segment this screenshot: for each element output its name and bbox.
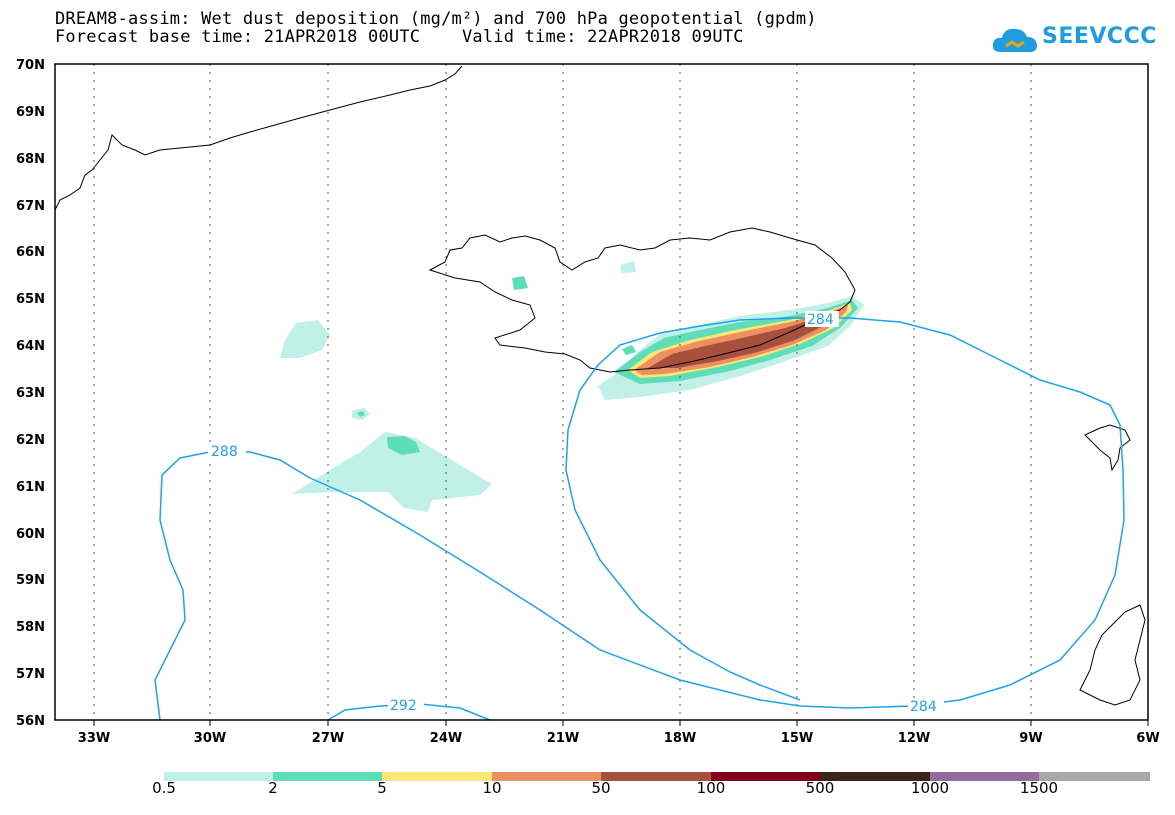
lat-label: 60N: [16, 527, 45, 542]
map-frame: [54, 63, 1149, 721]
lat-label: 68N: [16, 152, 45, 167]
dust-deposition-fields: [280, 261, 864, 512]
lon-label: 30W: [194, 731, 226, 746]
lat-label: 65N: [16, 292, 45, 307]
colorbar-swatch: [711, 772, 820, 781]
lon-label: 27W: [312, 731, 344, 746]
colorbar-label: 2: [268, 779, 278, 797]
colorbar-label: 100: [696, 779, 726, 797]
lat-label: 63N: [16, 386, 45, 401]
colorbar-swatch: [164, 772, 273, 781]
lat-label: 58N: [16, 620, 45, 635]
lat-label: 59N: [16, 573, 45, 588]
lon-label: 33W: [78, 731, 110, 746]
lat-label: 62N: [16, 433, 45, 448]
lat-label: 56N: [16, 714, 45, 729]
contour-labels: 288 284 292 284: [208, 311, 944, 715]
colorbar-swatch: [492, 772, 601, 781]
colorbar-swatch: [820, 772, 930, 781]
lat-label: 61N: [16, 480, 45, 495]
contour-label-292: 292: [390, 698, 417, 714]
axis-ticks: [93, 720, 1149, 726]
contour-label-288: 288: [211, 444, 238, 460]
colorbar-label: 0.5: [152, 779, 176, 797]
cloud-icon: [992, 28, 1037, 52]
lon-label: 6W: [1136, 731, 1159, 746]
colorbar-swatch: [930, 772, 1039, 781]
colorbar: [164, 772, 1150, 781]
colorbar-label: 1000: [910, 779, 950, 797]
colorbar-swatch: [601, 772, 711, 781]
colorbar-label: 50: [591, 779, 611, 797]
colorbar-label: 10: [482, 779, 502, 797]
lat-label: 70N: [16, 58, 45, 73]
map-subtitle: Forecast base time: 21APR2018 00UTC Vali…: [55, 27, 744, 47]
map-title: DREAM8-assim: Wet dust deposition (mg/m²…: [55, 9, 817, 29]
coastlines: [54, 65, 1146, 706]
colorbar-swatch: [382, 772, 492, 781]
colorbar-label: 1500: [1019, 779, 1059, 797]
colorbar-swatch: [273, 772, 382, 781]
colorbar-swatch: [1039, 772, 1150, 781]
colorbar-label: 5: [377, 779, 387, 797]
latitude-labels: 70N 69N 68N 67N 66N 65N 64N 63N 62N 61N …: [16, 58, 45, 729]
lat-label: 69N: [16, 105, 45, 120]
lon-label: 21W: [547, 731, 579, 746]
lat-label: 57N: [16, 667, 45, 682]
lon-label: 18W: [664, 731, 696, 746]
contour-label-284-north: 284: [807, 312, 834, 328]
contour-label-284-south: 284: [910, 699, 937, 715]
lon-label: 12W: [898, 731, 930, 746]
lon-label: 15W: [781, 731, 813, 746]
colorbar-label: 500: [805, 779, 835, 797]
lon-label: 9W: [1019, 731, 1042, 746]
lat-label: 67N: [16, 199, 45, 214]
seevccc-logo: SEEVCCC: [1042, 24, 1157, 49]
longitude-labels: 33W 30W 27W 24W 21W 18W 15W 12W 9W 6W: [78, 731, 1160, 746]
lat-label: 66N: [16, 245, 45, 260]
map-gridlines: [93, 64, 1032, 720]
lon-label: 24W: [430, 731, 462, 746]
lat-label: 64N: [16, 339, 45, 354]
